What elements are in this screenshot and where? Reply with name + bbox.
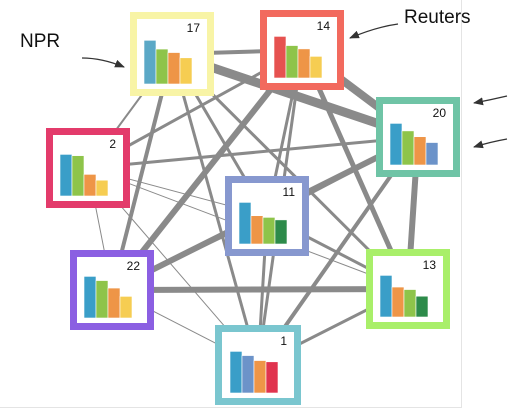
node-1[interactable]: 1 bbox=[215, 325, 301, 405]
node-1-bar-2 bbox=[241, 355, 255, 394]
node-14[interactable]: 14 bbox=[260, 10, 344, 90]
node-14-bar-2 bbox=[285, 45, 299, 79]
node-14-bar-1 bbox=[273, 36, 287, 79]
node-11-bar-3 bbox=[262, 217, 276, 245]
node-17[interactable]: 17 bbox=[130, 12, 214, 96]
node-20-bar-3 bbox=[413, 136, 427, 166]
offscreen-pointer-arrow-2 bbox=[473, 138, 508, 149]
node-22-bar-1 bbox=[83, 276, 97, 319]
node-13-bar-2 bbox=[391, 286, 405, 318]
nodes: 17 14 20 2 11 22 13 1 bbox=[46, 10, 460, 405]
node-2-bar-2 bbox=[71, 155, 85, 197]
node-1-bar-1 bbox=[229, 351, 243, 394]
node-14-bar-3 bbox=[297, 48, 311, 79]
npr-pointer-arrow bbox=[81, 57, 125, 68]
edge-20-2 bbox=[86, 135, 420, 170]
node-id-label: 14 bbox=[317, 19, 331, 33]
node-2[interactable]: 2 bbox=[46, 128, 130, 208]
node-20-bar-4 bbox=[425, 142, 439, 166]
node-id-label: 20 bbox=[433, 106, 447, 120]
reuters-pointer-arrow bbox=[349, 23, 399, 39]
node-11-bar-4 bbox=[274, 219, 288, 245]
npr-label: NPR bbox=[20, 31, 61, 52]
node-2-bar-4 bbox=[95, 179, 109, 197]
node-2-bar-3 bbox=[83, 174, 97, 197]
node-13-bar-1 bbox=[379, 275, 393, 318]
node-22-bar-4 bbox=[119, 296, 133, 319]
node-22-bar-3 bbox=[107, 287, 121, 319]
node-1-bar-4 bbox=[265, 361, 279, 394]
node-13-bar-3 bbox=[403, 289, 417, 318]
node-2-bar-1 bbox=[59, 154, 73, 197]
node-id-label: 1 bbox=[280, 334, 287, 348]
node-11-bar-2 bbox=[250, 215, 264, 245]
node-id-label: 22 bbox=[127, 259, 141, 273]
node-17-bar-2 bbox=[155, 48, 169, 85]
node-22[interactable]: 22 bbox=[70, 250, 154, 330]
annotation-pointers bbox=[81, 23, 508, 149]
node-13[interactable]: 13 bbox=[366, 249, 450, 329]
node-22-bar-2 bbox=[95, 280, 109, 319]
node-20[interactable]: 20 bbox=[376, 97, 460, 177]
diagram-frame bbox=[0, 0, 462, 408]
edge-22-13 bbox=[109, 286, 411, 293]
node-14-bar-4 bbox=[309, 56, 323, 79]
node-id-label: 11 bbox=[283, 185, 296, 199]
node-id-label: 17 bbox=[187, 21, 201, 35]
node-13-bar-4 bbox=[415, 295, 429, 318]
node-17-bar-3 bbox=[167, 52, 181, 85]
node-17-bar-1 bbox=[143, 40, 157, 85]
node-11[interactable]: 11 bbox=[225, 176, 309, 256]
node-20-bar-2 bbox=[401, 130, 415, 166]
edge-17-1 bbox=[170, 52, 260, 367]
node-id-label: 13 bbox=[423, 258, 437, 272]
node-17-bar-4 bbox=[179, 57, 193, 85]
offscreen-pointer-arrow-1 bbox=[473, 95, 508, 106]
node-id-label: 2 bbox=[109, 137, 116, 151]
node-11-bar-1 bbox=[238, 202, 252, 245]
reuters-label: Reuters bbox=[404, 7, 471, 28]
node-20-bar-1 bbox=[389, 123, 403, 166]
node-1-bar-3 bbox=[253, 360, 267, 394]
